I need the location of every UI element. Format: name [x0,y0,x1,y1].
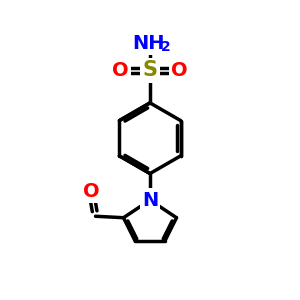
Text: S: S [142,61,158,80]
Text: O: O [171,61,188,80]
Text: O: O [112,61,129,80]
Text: O: O [83,182,99,201]
Text: NH: NH [132,34,165,53]
Text: 2: 2 [161,40,171,54]
Text: N: N [142,190,158,210]
